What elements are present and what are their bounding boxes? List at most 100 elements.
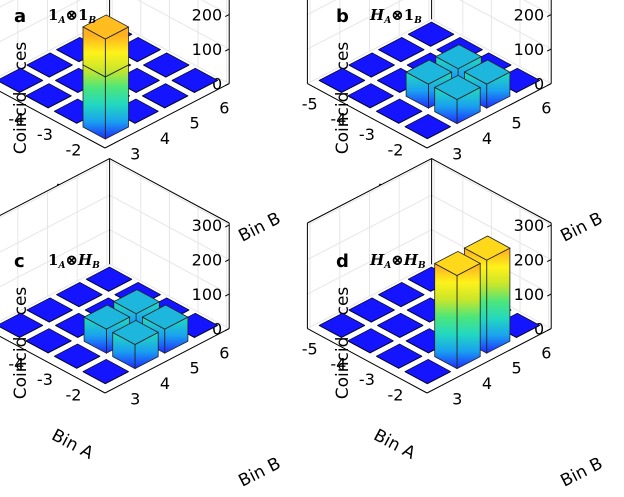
bar-face-right	[348, 64, 372, 78]
y-axis-label: Bin B	[235, 454, 283, 492]
z-tick	[224, 48, 230, 52]
z-axis-label: Coincidences	[11, 42, 31, 155]
bar-top-tile	[53, 343, 101, 369]
z-axis-label: Coincidences	[333, 287, 353, 400]
bar-face-right	[378, 49, 402, 63]
bar-top	[82, 14, 130, 40]
z-tick-label: 0	[534, 320, 544, 339]
panel-title: HA⊗HB	[369, 251, 426, 271]
bar-top	[463, 59, 511, 85]
bar-face-right	[404, 371, 428, 385]
x-axis-line	[104, 83, 230, 149]
bar--2-4	[433, 250, 482, 370]
bar-face-right	[408, 33, 431, 47]
bar-top-tile	[404, 114, 452, 139]
bar-top	[83, 304, 131, 330]
bar--2-3	[82, 14, 130, 140]
x-tick-label: -2	[388, 386, 404, 405]
y-tick-label: 3	[130, 390, 140, 409]
panel-letter: a	[14, 6, 26, 27]
y-tick-label: 6	[219, 98, 229, 117]
y-axis-line	[307, 83, 428, 149]
z-tick-label: 0	[212, 320, 222, 339]
bar-face-right	[378, 294, 402, 308]
panel-letter: d	[336, 251, 349, 272]
bar-face-right	[55, 79, 79, 94]
bar--4-3	[347, 328, 394, 354]
x-tick-label: -4	[330, 355, 346, 374]
bar-top	[141, 304, 189, 330]
bar-top	[111, 319, 160, 345]
bar-top-tile	[375, 98, 423, 124]
bar--3-3	[375, 343, 423, 369]
bar--5-4	[348, 297, 396, 323]
bar-top-tile	[347, 328, 394, 354]
y-tick-label: 5	[512, 114, 522, 133]
bars	[318, 21, 541, 140]
bar-face-right	[348, 309, 372, 323]
bar-face-right	[55, 324, 79, 339]
y-tick-label: 3	[130, 145, 140, 164]
bar--4-3	[25, 328, 72, 354]
z-tick-label: 300	[514, 216, 545, 235]
z-tick-label: 100	[192, 40, 223, 59]
bar-face-right	[347, 340, 371, 354]
bars	[0, 266, 219, 385]
bar-face-right	[82, 371, 106, 385]
bar-face-left	[104, 64, 129, 140]
y-tick-label: 6	[541, 343, 551, 362]
panel-title-part: A	[383, 261, 391, 271]
bar-top	[463, 235, 511, 261]
z-tick-label: 200	[514, 251, 545, 270]
panel-letter: b	[336, 6, 349, 27]
y-tick-label: 4	[160, 129, 170, 148]
z-tick	[224, 14, 230, 18]
z-tick-label: 100	[192, 285, 223, 304]
y-tick-label: 3	[452, 390, 462, 409]
panel-title: 1A⊗HB	[48, 251, 100, 271]
bar--2-3	[404, 114, 452, 140]
x-tick-label: -2	[66, 141, 82, 160]
bar--3-3	[53, 343, 101, 369]
z-tick	[546, 293, 552, 297]
bar-face-right	[404, 126, 428, 140]
panel-title-part: ⊗	[65, 251, 78, 269]
z-tick-label: 200	[192, 251, 223, 270]
back-walls	[0, 0, 230, 149]
z-tick	[546, 224, 552, 228]
x-tick-label: -3	[37, 370, 53, 389]
bar--2-3	[404, 359, 452, 385]
wall-top-edge	[0, 158, 230, 224]
panel-title: 1A⊗1B	[48, 6, 96, 26]
z-gridline	[0, 0, 230, 50]
bar-face-right	[434, 262, 458, 370]
bar--2-4	[433, 74, 482, 125]
bar--2-4	[111, 319, 160, 370]
bar-top	[434, 44, 483, 70]
bar-face-right	[171, 79, 195, 94]
z-tick	[224, 83, 230, 87]
bar-face-right	[142, 95, 165, 109]
z-axis-label: Coincidences	[11, 287, 31, 400]
z-tick-label: 0	[212, 75, 222, 94]
z-tick-label: 300	[192, 216, 223, 235]
bar--5-4	[26, 297, 74, 323]
x-tick-label: -2	[66, 386, 82, 405]
panel-title: HA⊗1B	[369, 6, 422, 26]
bars	[318, 235, 541, 385]
bar-face-right	[0, 326, 20, 339]
z-tick-label: 100	[514, 40, 545, 59]
bar-face-right	[54, 355, 77, 369]
bar--3-3	[375, 98, 423, 124]
y-axis-label: Bin B	[557, 454, 605, 492]
bar-top-tile	[141, 83, 189, 109]
z-tick-label: 100	[514, 285, 545, 304]
bar--5-5	[377, 37, 425, 63]
bar-face-right	[56, 49, 80, 63]
bar-face-right	[405, 340, 429, 354]
x-tick-label: -3	[37, 125, 53, 144]
back-walls	[306, 0, 552, 149]
bar-top-tile	[404, 359, 452, 384]
bar-face-left	[456, 262, 481, 370]
